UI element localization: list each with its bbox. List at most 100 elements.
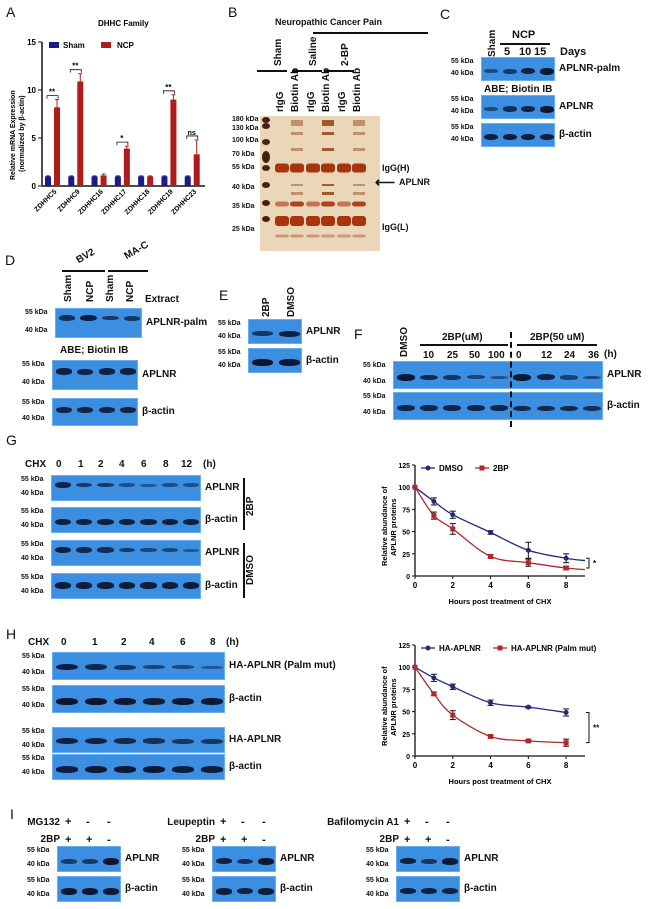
protein-band: [200, 698, 223, 705]
y-axis-label: (normalized by β-actin): [19, 95, 26, 172]
protein-band: [114, 698, 137, 705]
sign: -: [107, 834, 111, 846]
protein-band: [183, 582, 200, 589]
significance-bracket: [46, 95, 59, 99]
sign: -: [425, 816, 429, 828]
y-axis-label: APLNR proteins: [389, 678, 398, 736]
unit-label: (h): [226, 637, 239, 648]
gel-band: [353, 148, 365, 151]
marker-40kda: 40 kDa: [366, 861, 389, 868]
blot-label: β-actin: [229, 693, 262, 704]
protein-band: [490, 405, 508, 412]
marker-40kda: 40 kDa: [21, 522, 44, 529]
blot-label: APLNR: [306, 325, 341, 337]
panel-label-d: D: [5, 252, 16, 268]
marker-55kda: 55 kDa: [21, 476, 44, 483]
igg-light-label: IgG(L): [382, 222, 409, 232]
silver-stained-gel: [260, 116, 380, 251]
marker-55kda: 55 kDa: [366, 847, 389, 854]
y-tick-label: 125: [398, 463, 410, 470]
time-title: 2BP(50 uM): [530, 332, 585, 343]
protein-band: [502, 133, 517, 141]
blot-label: APLNR: [559, 101, 594, 112]
unit-label: (h): [604, 349, 617, 360]
extract-label: Extract: [145, 294, 179, 305]
protein-band: [539, 134, 554, 141]
y-axis-label: Relative mRNA Expression: [10, 90, 17, 180]
marker-55kda: 55 kDa: [21, 508, 44, 515]
protein-band: [279, 330, 300, 337]
protein-band: [80, 314, 97, 322]
y-tick-label: 125: [398, 643, 410, 650]
treatment-label: Bafilomycin A1: [327, 817, 399, 828]
group-label: Sham: [273, 38, 284, 66]
protein-band: [55, 368, 72, 375]
panel-label-g: G: [6, 432, 17, 448]
blot-label: β-actin: [205, 580, 238, 591]
blot-label: β-actin: [280, 883, 313, 894]
y-tick-label: 0: [406, 574, 410, 581]
protein-band: [539, 105, 554, 113]
gel-band: [290, 163, 304, 173]
protein-band: [114, 738, 137, 744]
marker-55kda: 55 kDa: [25, 309, 48, 316]
time-label: 1: [92, 637, 98, 648]
gel-band: [322, 120, 334, 126]
x-axis-label: Hours post treatment of CHX: [449, 777, 552, 786]
treatment-label: Leupeptin: [167, 817, 215, 828]
sign: +: [404, 834, 411, 846]
marker-label: 40 kDa: [232, 184, 255, 191]
marker-40kda: 40 kDa: [22, 702, 45, 709]
sign: +: [220, 816, 227, 828]
lane-label-sham: Sham: [487, 29, 498, 57]
y-tick-label: 100: [398, 665, 410, 672]
marker-55kda: 55 kDa: [218, 349, 241, 356]
protein-band: [583, 375, 602, 380]
protein-band: [85, 765, 108, 773]
protein-band: [77, 407, 94, 414]
lane-label: Sham: [105, 274, 116, 302]
y-tick-label: 50: [402, 710, 410, 717]
marker-40kda: 40 kDa: [451, 108, 474, 115]
western-blot: [57, 846, 121, 872]
gel-band: [306, 163, 320, 173]
y-tick-label: 10: [27, 86, 36, 95]
gel-band: [306, 201, 320, 207]
x-tick-label: 2: [451, 761, 456, 770]
bar-sham: [114, 176, 121, 186]
legend-marker: [497, 645, 503, 651]
protein-band: [279, 359, 300, 367]
marker-40kda: 40 kDa: [451, 70, 474, 77]
y-tick-label: 0: [32, 182, 37, 191]
gel-band: [291, 148, 303, 151]
time-label: 8: [163, 459, 169, 470]
gel-band: [337, 216, 351, 226]
abe-label: ABE; Biotin IB: [484, 84, 553, 95]
abe-label: ABE; Biotin IB: [60, 345, 129, 356]
protein-band: [76, 482, 93, 488]
data-point: [563, 740, 569, 746]
ladder-band: [262, 182, 270, 188]
gel-band: [337, 201, 351, 207]
lane-label: 2BP: [261, 297, 272, 317]
time-label: 6: [141, 459, 147, 470]
bar-ncp: [123, 148, 130, 186]
protein-band: [183, 519, 200, 526]
marker-55kda: 55 kDa: [22, 686, 45, 693]
protein-band: [98, 368, 115, 375]
blot-label: APLNR: [205, 482, 240, 493]
chx-label: CHX: [25, 459, 47, 470]
western-blot: [51, 540, 201, 566]
legend-marker: [479, 465, 485, 471]
protein-band: [55, 407, 72, 414]
gel-band: [321, 216, 335, 226]
time-label: 4: [119, 459, 125, 470]
western-blot: [393, 361, 603, 389]
bar-sham: [91, 176, 98, 186]
significance-label: *: [593, 559, 597, 568]
lane-label: Biotin Ab: [290, 67, 301, 112]
time-label: 8: [210, 637, 216, 648]
marker-55kda: 55 kDa: [451, 96, 474, 103]
protein-band: [118, 582, 136, 589]
divider-dashed: [510, 332, 512, 427]
